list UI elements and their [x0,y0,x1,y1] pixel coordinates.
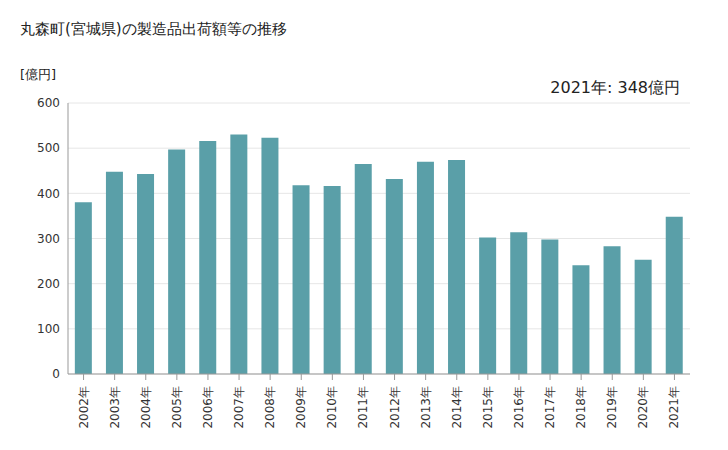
svg-text:2019年: 2019年 [605,386,619,429]
svg-text:2012年: 2012年 [388,386,402,429]
svg-text:2011年: 2011年 [356,386,370,429]
svg-text:300: 300 [37,232,60,246]
svg-text:2008年: 2008年 [263,386,277,429]
html-text:丸森町(宮城県)の製造品出荷額等の推移: 丸森町(宮城県)の製造品出荷額等の推移 [20,20,287,38]
svg-text:2021年: 2021年 [667,386,681,429]
svg-text:2014年: 2014年 [450,386,464,429]
svg-text:2015年: 2015年 [481,386,495,429]
html-text:[億円]: [億円] [20,67,57,82]
svg-text:2003年: 2003年 [108,386,122,429]
svg-text:400: 400 [37,187,60,201]
svg-text:200: 200 [37,277,60,291]
svg-text:2009年: 2009年 [294,386,308,429]
svg-text:2016年: 2016年 [512,386,526,429]
svg-text:2013年: 2013年 [419,386,433,429]
svg-text:2004年: 2004年 [139,386,153,429]
svg-text:2010年: 2010年 [325,386,339,429]
html-text:2021年: 348億円: 2021年: 348億円 [550,78,680,97]
svg-text:2018年: 2018年 [574,386,588,429]
svg-text:2017年: 2017年 [543,386,557,429]
svg-text:100: 100 [37,322,60,336]
svg-text:0: 0 [52,367,60,381]
svg-text:2005年: 2005年 [170,386,184,429]
svg-text:2006年: 2006年 [201,386,215,429]
svg-text:2002年: 2002年 [77,386,91,429]
svg-text:2020年: 2020年 [636,386,650,429]
svg-text:500: 500 [37,141,60,155]
svg-text:600: 600 [37,96,60,110]
svg-text:2007年: 2007年 [232,386,246,429]
